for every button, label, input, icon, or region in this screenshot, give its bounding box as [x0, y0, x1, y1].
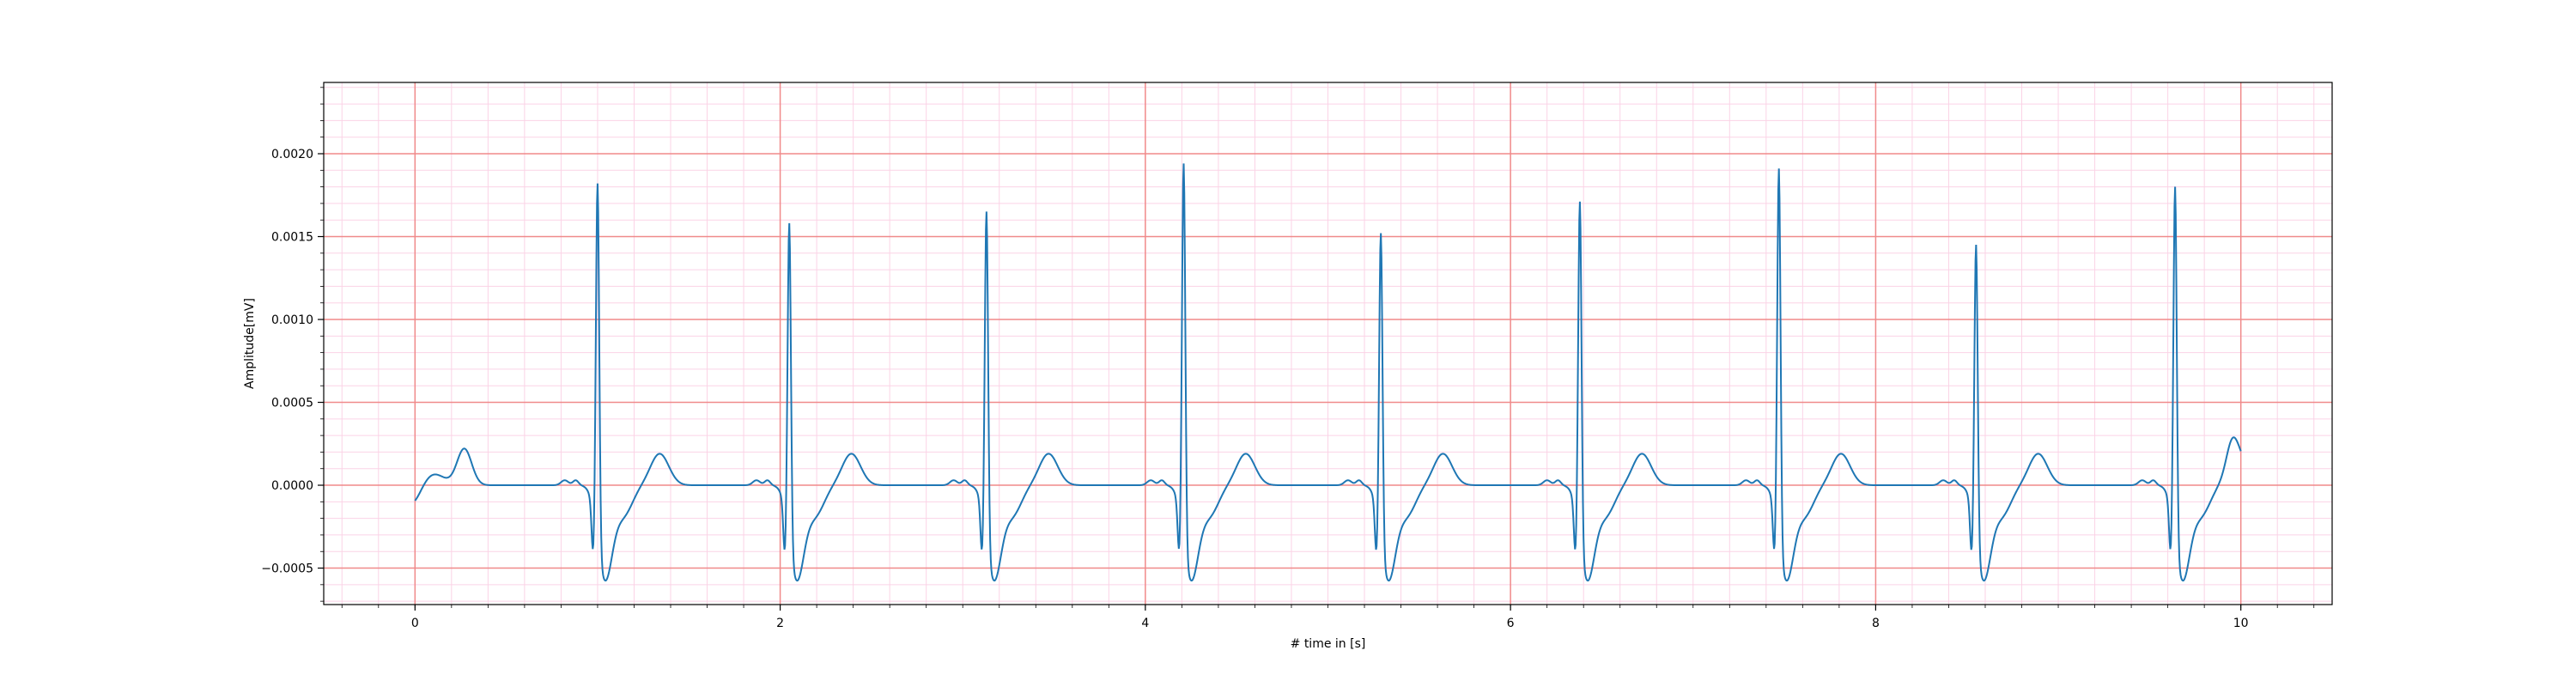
y-axis-ticks: −0.0005 0.0000 0.0005 0.0010 0.0015 0.0020 [261, 87, 324, 602]
y-tick-label: 0.0020 [271, 148, 313, 161]
y-tick-label: 0.0015 [271, 231, 313, 245]
y-tick-label: 0.0000 [271, 479, 313, 493]
x-tick-label: 0 [411, 617, 419, 630]
y-axis-label: Amplitude[mV] [243, 298, 257, 389]
ecg-series-line [414, 163, 2242, 582]
y-tick-label: −0.0005 [261, 562, 313, 576]
x-tick-label: 4 [1141, 617, 1149, 630]
y-tick-label: 0.0010 [271, 313, 313, 327]
minor-grid [324, 82, 2332, 605]
x-tick-label: 6 [1507, 617, 1515, 630]
y-tick-label: 0.0005 [271, 397, 313, 410]
x-axis-ticks: 0 2 4 6 8 10 [341, 605, 2315, 630]
x-tick-label: 10 [2233, 617, 2249, 630]
x-tick-label: 2 [776, 617, 784, 630]
x-axis-label: # time in [s] [1291, 637, 1366, 651]
x-tick-label: 8 [1872, 617, 1880, 630]
